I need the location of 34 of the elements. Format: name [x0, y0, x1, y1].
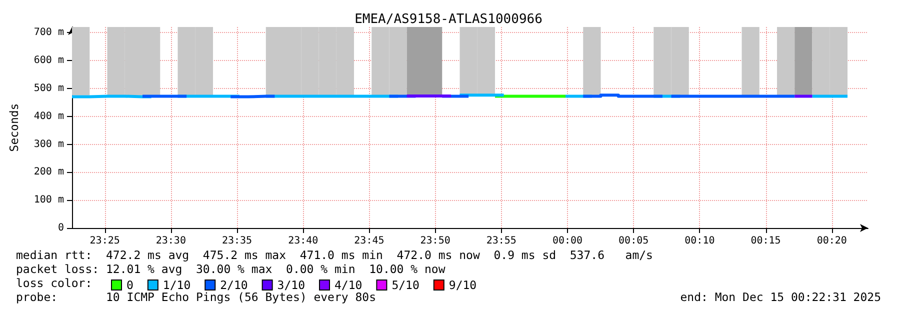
x-tick-label: 23:45	[354, 236, 384, 246]
y-tick-label: 500 m	[34, 82, 64, 94]
text: probe: 10 ICMP Echo Pings (56 Bytes) every 80s	[16, 290, 376, 304]
text: median rtt: 472.2 ms avg 475.2 ms max 471.0 ms min 472.0 ms now 0.9 ms sd 537.6 am/s	[16, 248, 653, 262]
x-tick-label: 23:35	[222, 236, 252, 246]
x-tick-label: 00:05	[618, 236, 649, 246]
x-tick-label: 23:50	[420, 236, 450, 246]
y-tick-label: 100 m	[34, 194, 64, 206]
x-tick-label: 00:15	[750, 236, 781, 246]
legend-label: 2/10	[220, 278, 248, 292]
x-tick-label: 00:10	[684, 236, 715, 246]
legend-label: 1/10	[162, 278, 191, 292]
x-tick-label: 23:30	[156, 236, 186, 246]
x-tick-label: 23:40	[288, 236, 318, 246]
y-tick-label: 700 m	[34, 27, 64, 38]
y-tick-label: 200 m	[34, 166, 64, 178]
legend-label: 4/10	[334, 278, 362, 292]
text: packet loss: 12.01 % avg 30.00 % max 0.00 % min 10.00 % now	[16, 262, 446, 276]
x-tick-label: 00:00	[552, 236, 583, 246]
y-axis-title: Seconds	[7, 103, 21, 152]
text: end: Mon Dec 15 00:22:31 2025	[680, 290, 882, 304]
x-tick-label: 23:55	[486, 236, 516, 246]
y-tick-label: 400 m	[34, 110, 64, 122]
x-tick-label: 23:25	[90, 236, 120, 246]
y-tick-label: 300 m	[34, 138, 64, 150]
chart-title: EMEA/AS9158-ATLAS1000966	[354, 12, 542, 27]
y-tick-label: 0	[58, 222, 64, 234]
legend-label: 0	[126, 278, 134, 292]
legend-label: 5/10	[392, 278, 420, 292]
legend-label: 3/10	[277, 278, 306, 292]
x-tick-label: 00:20	[816, 236, 847, 246]
legend-title: loss color:	[16, 276, 92, 290]
legend-label: 9/10	[448, 278, 477, 292]
y-tick-label: 600 m	[34, 55, 64, 66]
